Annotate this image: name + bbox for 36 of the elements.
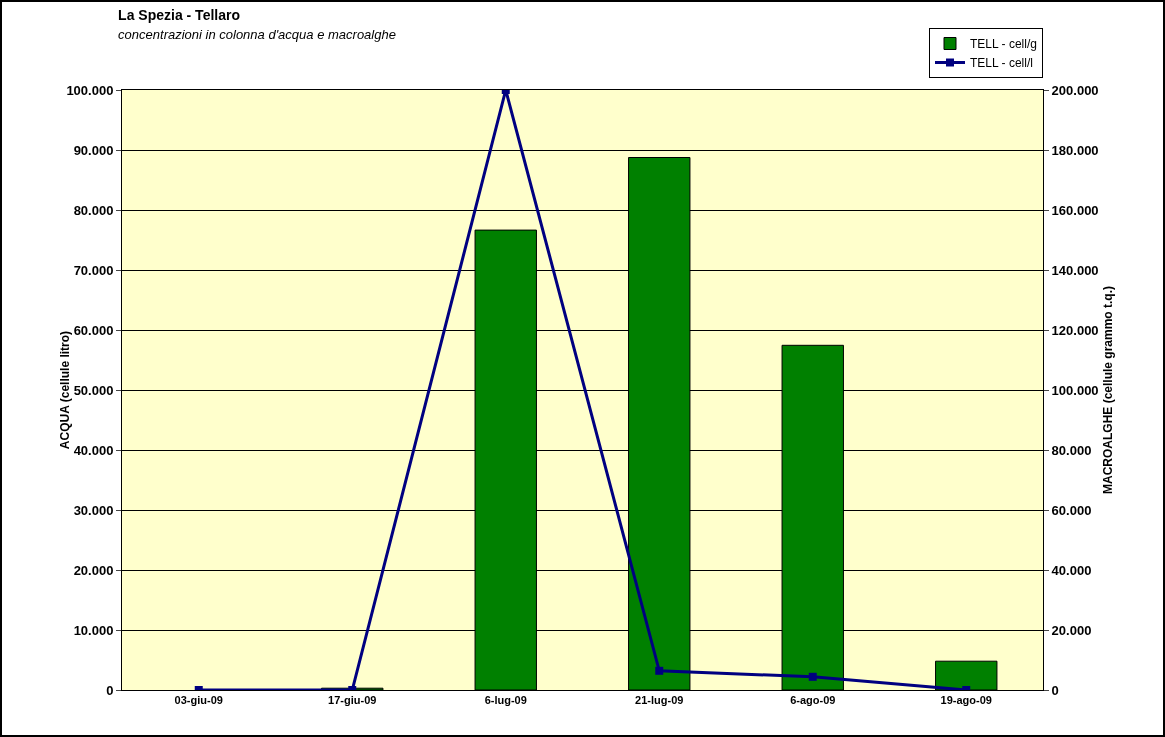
y2-tick-label: 60.000	[1051, 502, 1092, 518]
y-tick-label: 50.000	[73, 382, 114, 398]
y2-axis-title: MACROALGHE (cellule grammo t.q.)	[1100, 285, 1115, 495]
y2-tick-label: 140.000	[1051, 262, 1099, 278]
y2-tick-label: 40.000	[1051, 562, 1092, 578]
y-tick-label: 80.000	[73, 202, 114, 218]
x-tick-label: 19-ago-09	[940, 694, 992, 707]
x-tick-label: 21-lug-09	[635, 694, 684, 707]
y-tick-label: 30.000	[73, 502, 114, 518]
y-tick-label: 10.000	[73, 622, 114, 638]
legend-label: TELL - cell/l	[970, 56, 1033, 71]
y2-tick-label: 0	[1051, 682, 1059, 698]
y2-tick-label: 120.000	[1051, 322, 1099, 338]
y-axis-title: ACQUA (cellule litro)	[57, 330, 72, 450]
y2-tick-label: 180.000	[1051, 142, 1099, 158]
y2-tick-label: 160.000	[1051, 202, 1099, 218]
y2-tick-label: 20.000	[1051, 622, 1092, 638]
x-tick-label: 6-lug-09	[484, 694, 527, 707]
y2-tick-label: 80.000	[1051, 442, 1092, 458]
legend-label: TELL - cell/g	[970, 37, 1037, 52]
y2-tick-label: 200.000	[1051, 82, 1099, 98]
point	[808, 672, 817, 681]
x-tick-label: 6-ago-09	[790, 694, 836, 707]
chart-subtitle: concentrazioni in colonna d'acqua e macroalghe	[118, 26, 396, 42]
y-tick-label: 40.000	[73, 442, 114, 458]
point	[655, 666, 664, 675]
y-tick-label: 0	[106, 682, 114, 698]
x-tick-label: 03-giu-09	[174, 694, 223, 707]
y-tick-label: 60.000	[73, 322, 114, 338]
chart-title: La Spezia - Tellaro	[118, 7, 240, 24]
y2-tick-label: 100.000	[1051, 382, 1099, 398]
y-tick-label: 100.000	[66, 82, 114, 98]
y-tick-label: 70.000	[73, 262, 114, 278]
y-tick-label: 20.000	[73, 562, 114, 578]
y-tick-label: 90.000	[73, 142, 114, 158]
x-tick-label: 17-giu-09	[328, 694, 377, 707]
